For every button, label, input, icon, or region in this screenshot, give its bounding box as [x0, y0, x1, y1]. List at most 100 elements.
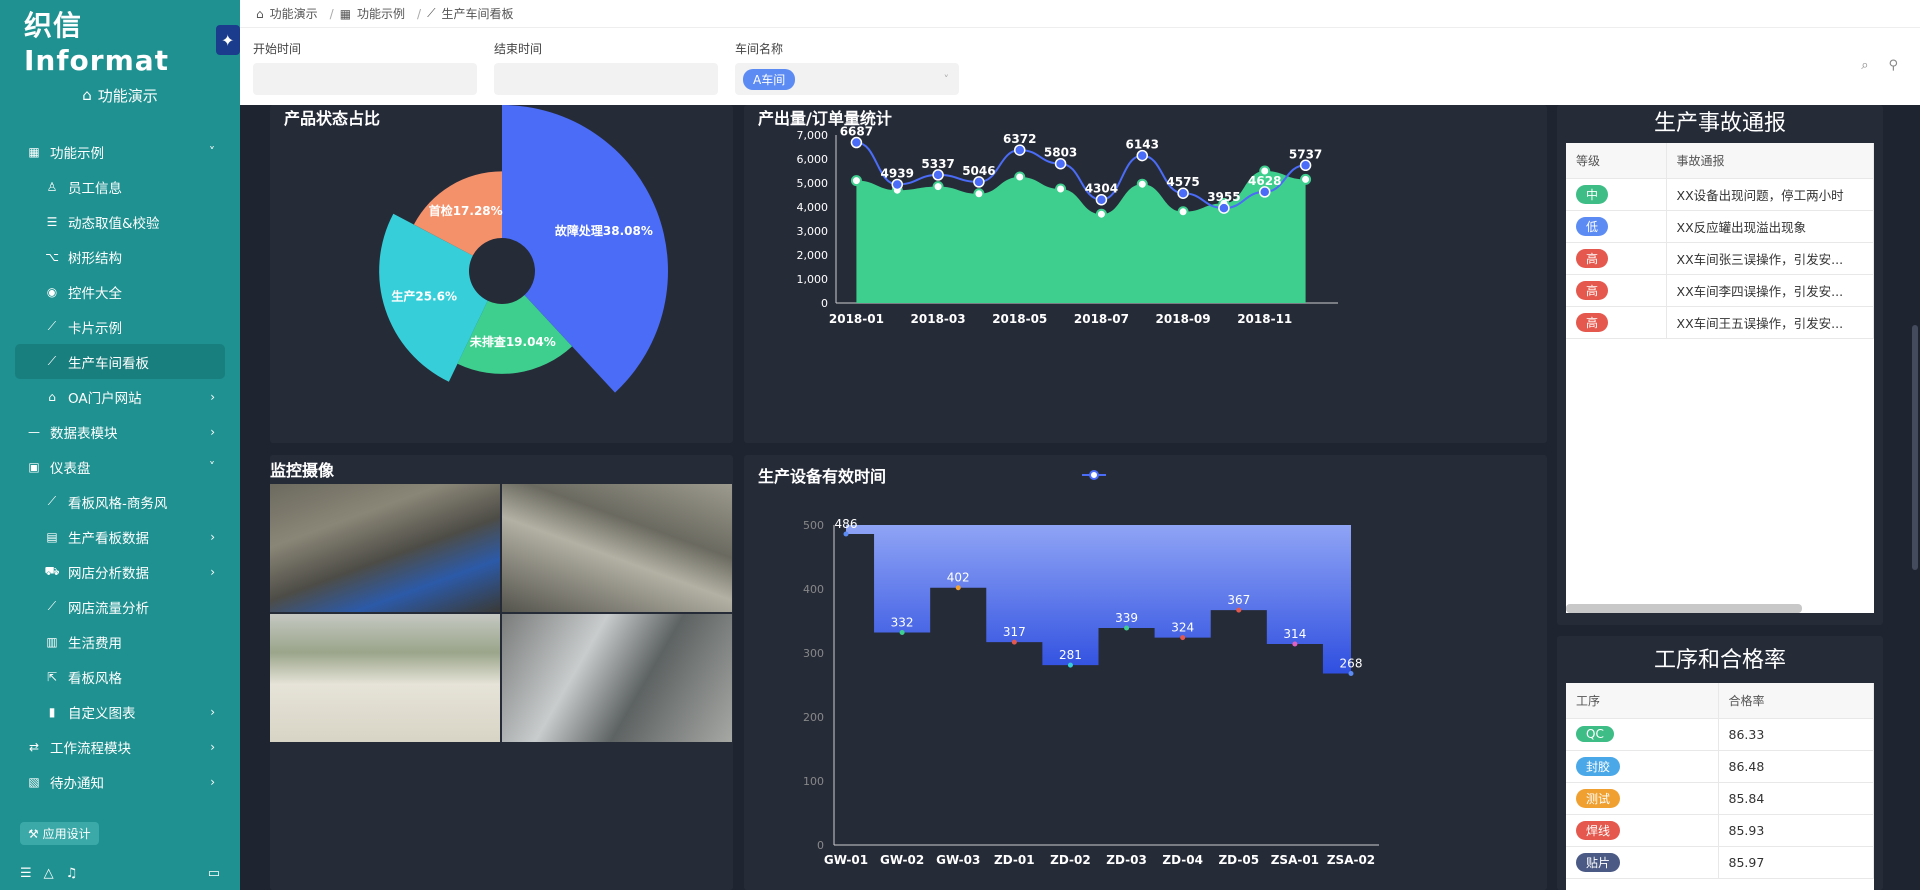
app-design-button[interactable]: ⚒ 应用设计 [20, 822, 99, 845]
sidebar-item[interactable]: ⌂ OA门户网站 › [0, 379, 240, 414]
data-point[interactable] [1014, 144, 1026, 156]
data-point[interactable] [850, 175, 862, 187]
breadcrumb-item[interactable]: 生产车间看板 [441, 7, 514, 21]
table-row[interactable]: 低 XX反应罐出现溢出现象 [1566, 210, 1874, 243]
sidebar-item[interactable]: ♙ 员工信息 [0, 169, 240, 204]
brand-logo[interactable]: 织信 Informat ✦ [0, 0, 240, 80]
data-point[interactable] [1292, 641, 1298, 647]
end-time-input[interactable] [494, 63, 718, 95]
table-row[interactable]: QC 86.33 [1566, 718, 1874, 751]
sidebar-item[interactable]: ◉ 控件大全 [0, 274, 240, 309]
data-point[interactable] [1136, 149, 1148, 162]
data-point[interactable] [1348, 670, 1354, 676]
data-point[interactable] [850, 136, 863, 149]
filter-icon[interactable]: ⚲ [1888, 58, 1898, 73]
list-icon[interactable]: ☰ [20, 865, 32, 881]
column-header[interactable]: 工序 [1566, 683, 1719, 719]
sidebar-item[interactable]: ▤ 生产看板数据 › [0, 519, 240, 554]
rate-cell: 85.97 [1718, 846, 1874, 879]
sidebar-item[interactable]: ⇄ 工作流程模块 › [0, 729, 240, 764]
area-series[interactable] [856, 171, 1306, 303]
sidebar-item[interactable]: ▥ 生活费用 [0, 624, 240, 659]
step-area[interactable] [846, 525, 1351, 674]
table-row[interactable]: 测试 85.84 [1566, 782, 1874, 815]
sidebar-item[interactable]: ⟋ 看板风格-商务风 [0, 484, 240, 519]
sidebar-item-label: 员工信息 [68, 180, 122, 197]
camera-feed[interactable] [502, 484, 732, 612]
data-point[interactable] [1299, 159, 1312, 172]
table-row[interactable]: 高 XX车间张三误操作，引发安... [1566, 242, 1874, 275]
pie-slice[interactable] [413, 171, 502, 256]
data-point[interactable] [1177, 206, 1189, 218]
page-scrollbar[interactable] [1912, 325, 1918, 570]
workshop-tag[interactable]: A车间 [743, 68, 796, 90]
breadcrumb-item[interactable]: 功能演示 [269, 7, 318, 21]
data-point[interactable] [1180, 635, 1186, 641]
data-point[interactable] [1177, 187, 1189, 199]
data-point[interactable] [1124, 625, 1130, 631]
workshop-select[interactable]: A车间 ˅ [735, 63, 959, 95]
data-label: 367 [1227, 593, 1250, 607]
table-row[interactable]: 封胶 86.48 [1566, 750, 1874, 783]
data-point[interactable] [932, 169, 944, 181]
data-point[interactable] [1055, 183, 1067, 195]
sidebar-item[interactable]: ⇱ 看板风格 [0, 659, 240, 694]
data-point[interactable] [1259, 165, 1271, 177]
table-row[interactable]: 贴片 85.97 [1566, 846, 1874, 879]
table-row[interactable]: 高 XX车间王五误操作，引发安... [1566, 306, 1874, 339]
data-point[interactable] [955, 585, 961, 591]
start-time-input[interactable] [253, 63, 477, 95]
search-icon[interactable]: ⌕ [1861, 58, 1869, 73]
data-point[interactable] [1259, 186, 1271, 198]
data-point[interactable] [973, 188, 985, 200]
data-point[interactable] [1218, 202, 1230, 214]
sidebar-item[interactable]: ⟋ 卡片示例 [0, 309, 240, 344]
toolbar-icons: ⌕ ⚲ [1861, 58, 1898, 73]
y-tick-label: 300 [803, 647, 824, 660]
data-point[interactable] [932, 181, 944, 193]
column-header[interactable]: 等级 [1566, 143, 1667, 179]
table-row[interactable]: 中 XX设备出现问题，停工两小时 [1566, 178, 1874, 211]
step-cell: QC [1566, 718, 1719, 751]
sidebar-item[interactable]: ⟋ 生产车间看板 [15, 344, 225, 379]
sidebar-item[interactable]: ▣ 仪表盘 ˅ [0, 449, 240, 484]
data-point[interactable] [1095, 208, 1107, 220]
sidebar-item[interactable]: ⌥ 树形结构 [0, 239, 240, 274]
pie-slice[interactable] [379, 213, 488, 382]
data-point[interactable] [1054, 157, 1067, 170]
camera-feed[interactable] [502, 614, 732, 742]
data-point[interactable] [1300, 173, 1312, 185]
data-point[interactable] [1011, 639, 1017, 645]
table-row[interactable]: 焊线 85.93 [1566, 814, 1874, 847]
bell-icon[interactable]: ♫ [65, 865, 78, 881]
sidebar-item[interactable]: ⟋ 网店流量分析 [0, 589, 240, 624]
pie-slice[interactable] [457, 295, 573, 374]
home-link[interactable]: ⌂ 功能演示 [82, 86, 158, 105]
data-point[interactable] [1067, 662, 1073, 668]
sidebar-item[interactable]: ☰ 动态取值&校验 [0, 204, 240, 239]
column-header[interactable]: 事故通报 [1666, 143, 1874, 179]
data-point[interactable] [1236, 607, 1242, 613]
data-point[interactable] [891, 178, 903, 191]
horizontal-scrollbar[interactable] [1566, 604, 1802, 613]
pie-slice[interactable] [502, 105, 668, 393]
sidebar-item[interactable]: — 数据表模块 › [0, 414, 240, 449]
column-header[interactable]: 合格率 [1718, 683, 1874, 719]
camera-feed[interactable] [270, 614, 500, 742]
sidebar-item[interactable]: ▧ 待办通知 › [0, 764, 240, 799]
data-point[interactable] [899, 630, 905, 636]
data-point[interactable] [1136, 178, 1148, 190]
sidebar-item[interactable]: ▦ 功能示例 ˅ [0, 134, 240, 169]
data-point[interactable] [973, 176, 985, 188]
legend-marker[interactable] [1089, 470, 1099, 480]
collapse-icon[interactable]: ▭ [207, 865, 220, 881]
camera-feed[interactable] [270, 484, 500, 612]
sidebar-item[interactable]: ⛟ 网店分析数据 › [0, 554, 240, 589]
warning-icon[interactable]: △ [43, 865, 54, 881]
data-point[interactable] [1095, 193, 1108, 206]
data-point[interactable] [1014, 171, 1026, 183]
data-point[interactable] [843, 531, 849, 537]
sidebar-item[interactable]: ▮ 自定义图表 › [0, 694, 240, 729]
breadcrumb-item[interactable]: 功能示例 [357, 7, 406, 21]
table-row[interactable]: 高 XX车间李四误操作，引发安... [1566, 274, 1874, 307]
